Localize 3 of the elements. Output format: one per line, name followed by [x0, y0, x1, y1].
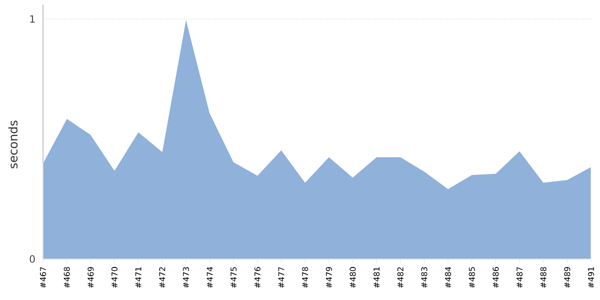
y-axis-title: seconds	[8, 120, 18, 168]
y-tick-label: 0	[30, 255, 35, 263]
y-tick-label: 1	[30, 15, 35, 23]
